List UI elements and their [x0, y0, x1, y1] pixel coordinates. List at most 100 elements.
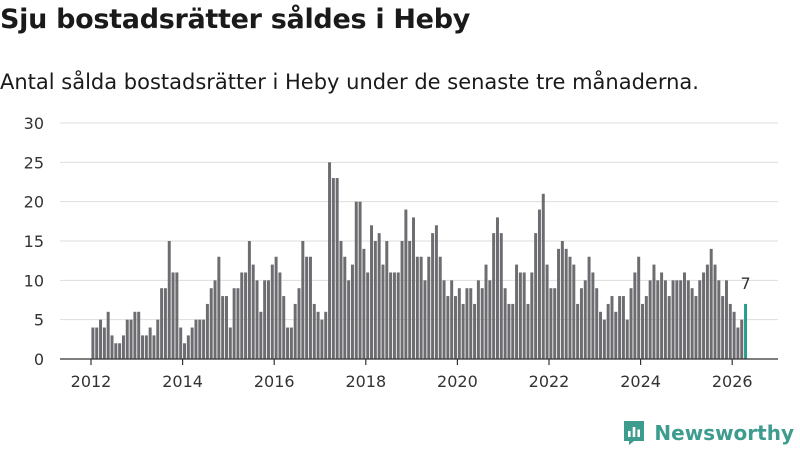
bar [217, 256, 221, 359]
bar [545, 264, 549, 359]
bar [247, 241, 251, 359]
bar [419, 256, 423, 359]
bar [175, 272, 179, 359]
bar [713, 264, 717, 359]
bar [679, 280, 683, 359]
bar [618, 296, 622, 359]
bar [186, 335, 190, 359]
bar [308, 256, 312, 359]
bar [125, 319, 129, 359]
bar [724, 280, 728, 359]
bar [179, 327, 183, 359]
y-tick-label: 20 [24, 193, 44, 212]
bar [431, 233, 435, 359]
x-tick-label: 2026 [712, 372, 753, 391]
bar [240, 272, 244, 359]
bar-highlight [744, 303, 748, 359]
bar [591, 272, 595, 359]
bar [515, 264, 519, 359]
x-tick-label: 2022 [529, 372, 570, 391]
bar [599, 311, 603, 359]
bar [721, 296, 725, 359]
bar [736, 327, 740, 359]
x-tick-label: 2016 [254, 372, 295, 391]
bar [194, 319, 198, 359]
bar [450, 280, 454, 359]
bar [675, 280, 679, 359]
bar [637, 256, 641, 359]
bar [331, 178, 335, 359]
bar [335, 178, 339, 359]
bar [511, 303, 515, 359]
x-tick-label: 2018 [345, 372, 386, 391]
data-label: 7 [740, 274, 750, 293]
bar [190, 327, 194, 359]
bar [324, 311, 328, 359]
x-tick-label: 2014 [162, 372, 203, 391]
bar [530, 272, 534, 359]
bar [499, 233, 503, 359]
bar [488, 280, 492, 359]
bar [293, 303, 297, 359]
bar [560, 241, 564, 359]
y-tick-label: 10 [24, 271, 44, 290]
bar [99, 319, 103, 359]
bar [557, 248, 561, 359]
bar [576, 303, 580, 359]
bar [404, 209, 408, 359]
y-tick-label: 0 [34, 350, 44, 369]
bar [652, 264, 656, 359]
bar [415, 256, 419, 359]
bar [358, 201, 362, 359]
y-tick-label: 15 [24, 232, 44, 251]
bar [137, 311, 141, 359]
bar [328, 162, 332, 359]
bar [297, 288, 301, 359]
bar [469, 288, 473, 359]
bar [129, 319, 133, 359]
bar [457, 288, 461, 359]
bar [442, 280, 446, 359]
bar [492, 233, 496, 359]
bar [278, 272, 282, 359]
bar [656, 280, 660, 359]
bar [198, 319, 202, 359]
bar [236, 288, 240, 359]
bar [648, 280, 652, 359]
bar [705, 264, 709, 359]
bar [408, 241, 412, 359]
bar [728, 303, 732, 359]
bar [301, 241, 305, 359]
brand-logo[interactable]: Newsworthy [622, 419, 794, 446]
bar [183, 343, 186, 359]
bar [641, 303, 644, 359]
bar [717, 280, 721, 359]
bar [228, 327, 232, 359]
bar [587, 256, 591, 359]
bar [633, 272, 637, 359]
bar [568, 256, 572, 359]
bar [549, 288, 553, 359]
bar [144, 335, 148, 359]
bar [167, 241, 171, 359]
bar [698, 280, 702, 359]
bar [312, 303, 316, 359]
bar [354, 201, 358, 359]
bar [537, 209, 541, 359]
bar [660, 272, 664, 359]
bar [522, 272, 526, 359]
bar [148, 327, 152, 359]
bar [644, 296, 648, 359]
bar [209, 288, 213, 359]
bar [461, 303, 465, 359]
bar [663, 280, 667, 359]
bar [121, 335, 125, 359]
bar [106, 311, 110, 359]
bar [141, 335, 145, 359]
bar [541, 193, 545, 359]
bar [259, 311, 263, 359]
bar [610, 296, 614, 359]
bar [438, 256, 442, 359]
bar [389, 272, 393, 359]
bar [579, 288, 583, 359]
